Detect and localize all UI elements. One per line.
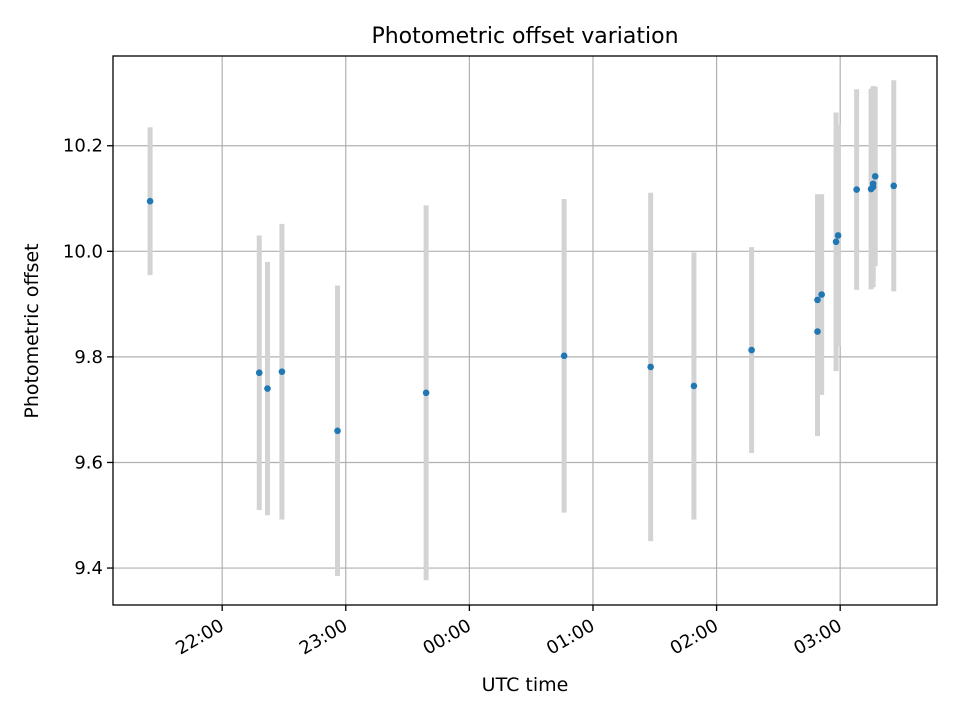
data-point — [146, 197, 154, 205]
y-tick-label: 9.4 — [74, 558, 103, 579]
x-tick-label: 00:00 — [419, 615, 474, 659]
y-tick-label: 10.2 — [63, 136, 103, 157]
x-axis-label: UTC time — [482, 674, 569, 696]
grid-layer — [113, 56, 937, 605]
data-points — [146, 173, 898, 435]
y-tick-label: 9.6 — [74, 452, 103, 473]
x-axis-ticks: 22:00 23:00 00:00 01:00 02:00 03:00 — [172, 605, 846, 659]
data-point — [690, 382, 698, 390]
y-axis-ticks: 9.4 9.6 9.8 10.0 10.2 — [63, 136, 113, 579]
data-point — [853, 186, 860, 193]
x-tick-label: 02:00 — [667, 615, 722, 659]
data-point — [255, 369, 263, 377]
data-point — [890, 182, 898, 190]
y-axis-label: Photometric offset — [21, 243, 43, 418]
data-point — [748, 346, 755, 354]
data-point — [814, 296, 821, 304]
data-point — [869, 183, 877, 191]
data-point — [278, 368, 286, 375]
chart-title: Photometric offset variation — [371, 24, 678, 49]
plot-frame — [112, 55, 938, 606]
y-tick-label: 10.0 — [63, 241, 103, 262]
x-tick-label: 03:00 — [790, 615, 845, 659]
data-point — [832, 238, 840, 246]
y-tick-label: 9.8 — [74, 347, 103, 368]
data-point — [871, 173, 879, 180]
data-point — [818, 291, 825, 298]
data-point — [264, 385, 271, 392]
data-point — [814, 328, 821, 335]
x-tick-label: 22:00 — [172, 615, 227, 659]
data-point — [422, 389, 430, 397]
x-tick-label: 01:00 — [543, 615, 598, 659]
data-point — [834, 232, 842, 239]
data-point — [560, 352, 568, 360]
data-point — [647, 363, 654, 371]
x-tick-label: 23:00 — [296, 615, 351, 659]
error-bars — [147, 80, 897, 581]
data-point — [334, 427, 341, 435]
